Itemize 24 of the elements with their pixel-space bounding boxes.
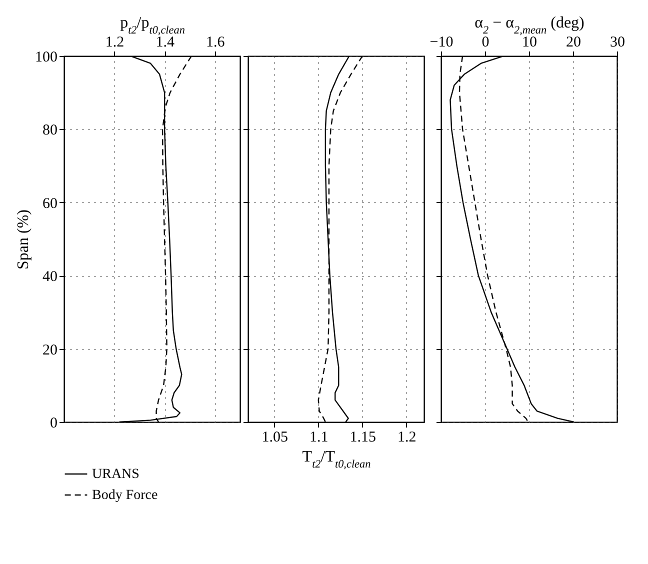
y-tick-label: 0: [50, 416, 58, 432]
legend-label: URANS: [92, 467, 140, 482]
x-axis-title: α$_{2}$ − α$_{2,mean}$ (deg): [474, 14, 584, 36]
x-tick-label: 1.4: [156, 34, 175, 50]
x-tick-label: 20: [566, 34, 581, 50]
y-axis-title: Span (%): [15, 210, 32, 270]
y-tick-label: 100: [35, 50, 58, 66]
x-tick-label: 1.2: [105, 34, 124, 50]
x-tick-label: 30: [610, 34, 625, 50]
x-axis-title: T$_{t2}$/T$_{t0,clean}$: [302, 448, 372, 470]
x-tick-label: 1.05: [262, 430, 288, 446]
x-axis-title: p$_{t2}$/p$_{t0,clean}$: [120, 14, 186, 36]
legend-label: Body Force: [92, 488, 158, 503]
y-tick-label: 40: [42, 269, 58, 286]
x-tick-label: 10: [522, 34, 537, 50]
x-tick-label: 1.2: [398, 430, 416, 446]
y-tick-label: 20: [42, 342, 58, 358]
x-tick-label: 0: [482, 34, 490, 50]
y-tick-label: 60: [42, 196, 58, 212]
x-tick-label: 1.15: [350, 430, 376, 446]
x-tick-label: 1.1: [310, 430, 328, 446]
x-tick-label: −10: [430, 34, 454, 50]
x-tick-label: 1.6: [206, 34, 226, 50]
y-tick-label: 80: [42, 122, 58, 139]
